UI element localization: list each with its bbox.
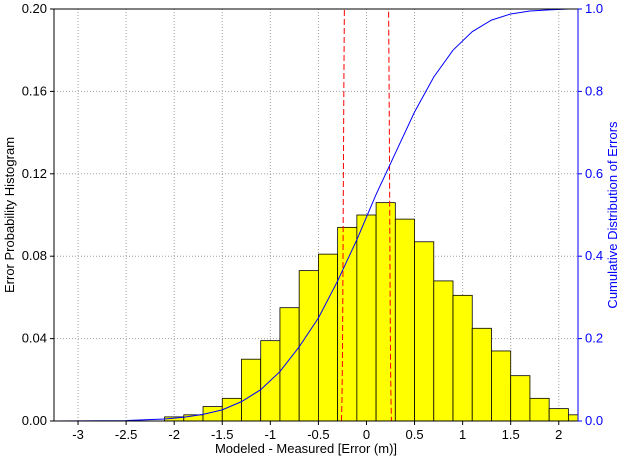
histogram-bar	[414, 241, 435, 422]
y-tick-label: 0.20	[22, 1, 47, 16]
x-tick-label: -2.5	[115, 427, 137, 442]
histogram-bar	[318, 253, 339, 422]
axis-ticks: -3 -2.5 -2 -1.5 -1 -0.5 0 0.5 1 1.5 2 0.00 0.04 0.08 0…	[22, 1, 603, 442]
histogram-bar	[510, 375, 531, 422]
x-tick-label: -1	[265, 427, 277, 442]
y-tick-label: 0.12	[22, 166, 47, 181]
y2-tick-label: 0.0	[585, 413, 603, 428]
y-tick-label: 0.16	[22, 83, 47, 98]
cdf-line	[53, 8, 578, 422]
x-tick-label: -2	[168, 427, 180, 442]
cdf-layer	[53, 8, 578, 422]
histogram-bar	[548, 408, 569, 422]
histogram-bar	[298, 270, 319, 422]
histogram-bar	[375, 202, 396, 422]
x-tick-label: 1.5	[502, 427, 520, 442]
x-tick-label: -3	[72, 427, 84, 442]
histogram-bar	[491, 350, 512, 422]
y2-axis-label: Cumulative Distribution of Errors	[605, 121, 620, 309]
histogram-bar	[471, 327, 492, 422]
x-tick-label: -0.5	[307, 427, 329, 442]
y-tick-label: 0.08	[22, 248, 47, 263]
y2-tick-label: 0.2	[585, 331, 603, 346]
x-tick-label: 1	[459, 427, 466, 442]
histogram-bar	[529, 397, 550, 422]
histogram-bar	[433, 280, 454, 422]
histogram-bar	[452, 294, 473, 422]
y-tick-label: 0.00	[22, 413, 47, 428]
histogram-bar	[356, 214, 377, 422]
histogram-bar	[241, 358, 262, 422]
histogram-bar	[279, 307, 300, 422]
histogram-bar	[394, 218, 415, 422]
x-tick-label: 0.5	[406, 427, 424, 442]
y-tick-label: 0.04	[22, 331, 47, 346]
histogram-bar	[221, 397, 242, 422]
histogram-bar	[567, 414, 579, 422]
x-axis-label: Modeled - Measured [Error (m)]	[215, 441, 397, 456]
y-axis-label: Error Probability Histogram	[2, 137, 17, 293]
x-tick-label: 2	[555, 427, 562, 442]
histogram-bar	[337, 226, 358, 422]
x-tick-label: 0	[363, 427, 370, 442]
y2-tick-label: 0.4	[585, 248, 603, 263]
x-tick-label: -1.5	[211, 427, 233, 442]
y2-tick-label: 1.0	[585, 1, 603, 16]
y2-tick-label: 0.8	[585, 83, 603, 98]
y2-tick-label: 0.6	[585, 166, 603, 181]
